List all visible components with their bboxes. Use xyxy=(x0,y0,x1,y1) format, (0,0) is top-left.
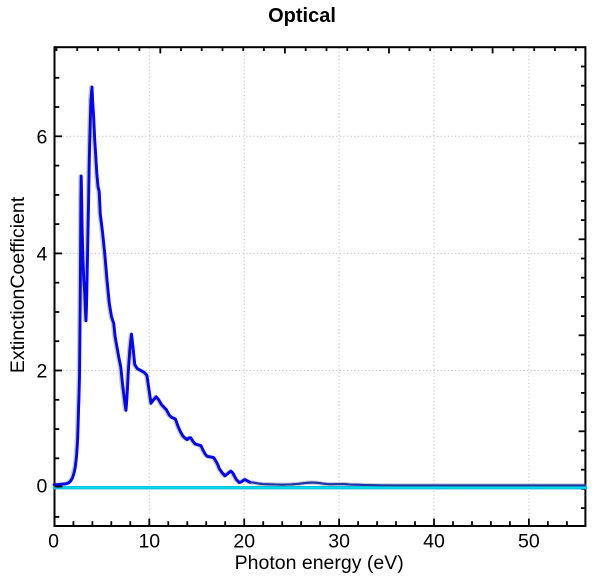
svg-text:20: 20 xyxy=(233,531,255,553)
svg-text:2: 2 xyxy=(36,361,47,383)
svg-text:40: 40 xyxy=(423,531,445,553)
svg-text:ExtinctionCoefficient: ExtinctionCoefficient xyxy=(7,196,29,373)
svg-text:30: 30 xyxy=(328,531,350,553)
svg-text:0: 0 xyxy=(36,476,47,498)
svg-text:Optical: Optical xyxy=(268,5,336,27)
svg-text:0: 0 xyxy=(48,531,59,553)
svg-text:6: 6 xyxy=(36,126,47,148)
svg-text:10: 10 xyxy=(138,531,160,553)
svg-text:50: 50 xyxy=(518,531,540,553)
svg-text:4: 4 xyxy=(36,243,47,265)
svg-text:Photon energy (eV): Photon energy (eV) xyxy=(235,552,404,574)
